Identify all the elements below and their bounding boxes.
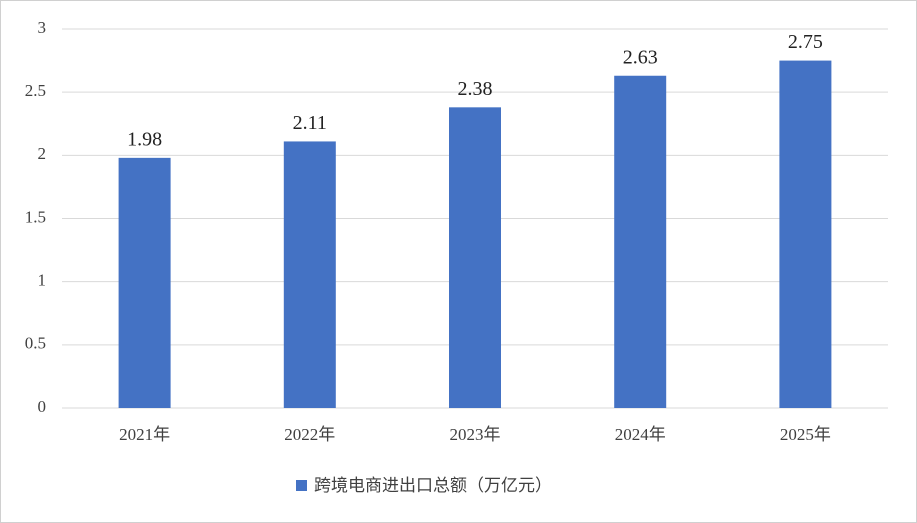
y-tick-label: 1.5 (25, 207, 46, 226)
data-label: 2.75 (788, 31, 823, 53)
legend-swatch (296, 480, 307, 491)
y-tick-label: 2 (38, 144, 47, 163)
x-tick-label: 2025年 (780, 425, 831, 444)
x-tick-label: 2023年 (450, 425, 501, 444)
y-tick-label: 0.5 (25, 334, 46, 353)
bar (614, 75, 667, 408)
bar (283, 141, 336, 409)
bar (779, 60, 832, 408)
data-label: 2.11 (293, 112, 327, 134)
bar (449, 107, 501, 409)
x-tick-label: 2022年 (284, 425, 335, 444)
y-tick-label: 3 (38, 18, 47, 37)
y-tick-label: 0 (38, 397, 47, 416)
data-label: 2.38 (458, 78, 493, 100)
legend-label: 跨境电商进出口总额（万亿元） (314, 476, 552, 496)
x-tick-label: 2021年 (119, 425, 170, 444)
x-tick-label: 2024年 (615, 425, 666, 444)
data-label: 2.63 (623, 46, 658, 68)
bar (118, 157, 171, 408)
data-label: 1.98 (127, 128, 162, 150)
y-tick-label: 1 (38, 271, 47, 290)
y-tick-label: 2.5 (25, 81, 46, 100)
